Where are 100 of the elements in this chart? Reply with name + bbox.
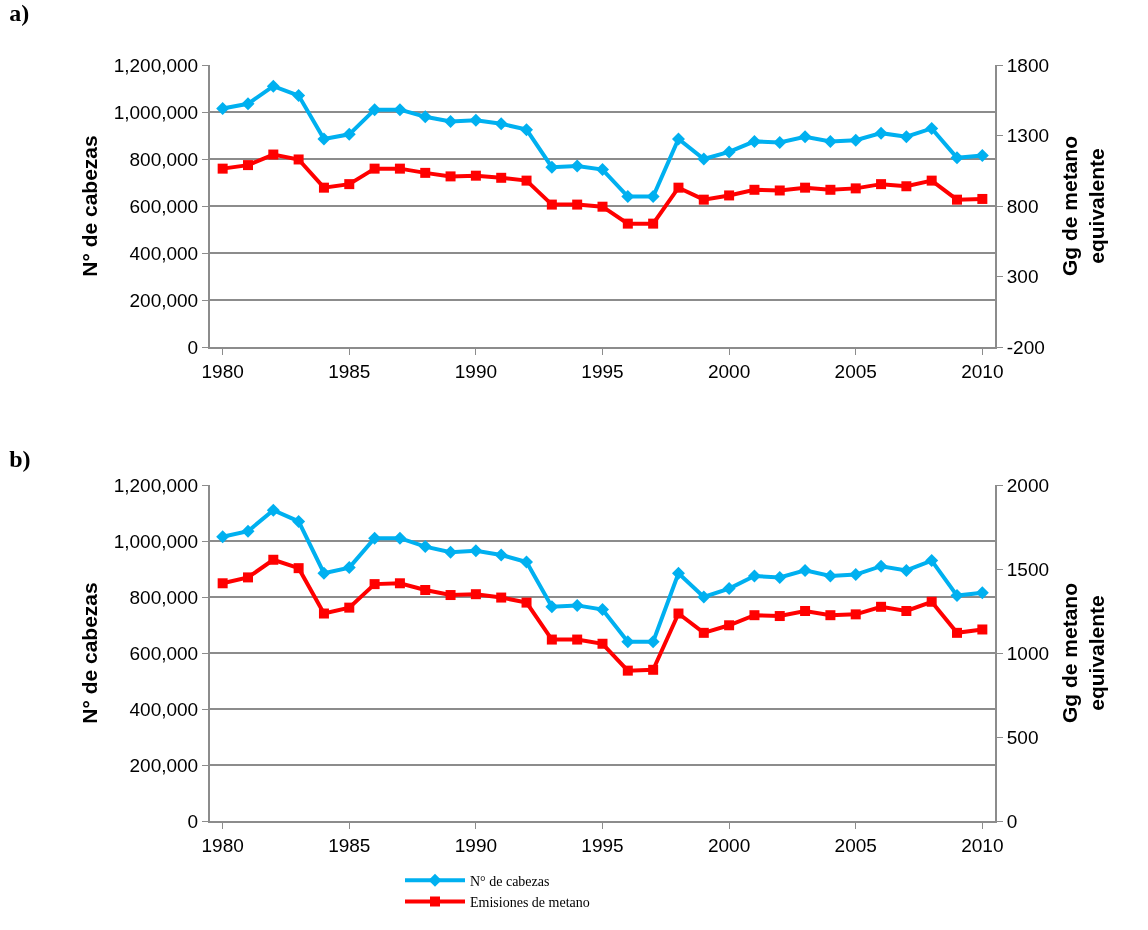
point (496, 592, 507, 603)
point (520, 123, 534, 137)
point (825, 610, 836, 621)
point (747, 569, 761, 583)
point (975, 586, 989, 600)
x-tick-label: 1980 (201, 834, 244, 856)
point (546, 634, 557, 645)
point (698, 627, 709, 638)
point (344, 179, 355, 190)
point (318, 182, 329, 193)
y-tick-label: 800,000 (129, 148, 199, 170)
point (823, 134, 837, 148)
point (876, 601, 887, 612)
point (850, 609, 861, 620)
point (722, 145, 736, 159)
point (773, 136, 787, 150)
point (393, 103, 407, 117)
point (268, 149, 279, 160)
point (724, 190, 735, 201)
point (293, 154, 304, 165)
point (293, 563, 304, 574)
point (292, 89, 306, 103)
point (749, 184, 760, 195)
point (698, 194, 709, 205)
point (494, 117, 508, 131)
point (342, 561, 356, 575)
point (596, 163, 609, 177)
x-tick-label: 1985 (328, 834, 371, 856)
point (722, 582, 736, 596)
point (216, 530, 230, 544)
point (318, 608, 329, 619)
point (697, 590, 711, 604)
point (798, 563, 812, 577)
y-axis-title: N° de cabezas (78, 135, 102, 277)
point (926, 175, 937, 186)
point (874, 559, 888, 573)
x-tick-label: 2010 (961, 360, 1004, 382)
x-tick-label: 2010 (961, 834, 1004, 856)
y2-tick-label: -200 (1006, 336, 1045, 358)
point (671, 566, 685, 580)
point (317, 566, 331, 580)
point (774, 611, 785, 622)
chart-title: a) (9, 0, 30, 26)
point (342, 127, 356, 141)
y-tick-label: 1,000,000 (113, 101, 199, 123)
x-tick-label: 2000 (707, 834, 751, 856)
point (494, 548, 508, 562)
point (470, 589, 481, 600)
legend-label: Emisiones de metano (470, 894, 590, 910)
point (217, 163, 228, 174)
x-tick-label: 2000 (707, 360, 751, 382)
point (849, 133, 863, 147)
point (520, 555, 534, 569)
y2-tick-label: 800 (1006, 195, 1039, 217)
point (241, 97, 255, 111)
point (950, 589, 964, 603)
y-axis-title: N° de cabezas (78, 582, 102, 724)
point (950, 151, 964, 165)
point (266, 79, 280, 93)
point (621, 190, 635, 204)
point (925, 121, 939, 135)
y2-tick-label: 1300 (1006, 125, 1050, 147)
point (570, 159, 584, 173)
y-tick-label: 0 (187, 336, 199, 358)
x-tick-label: 1980 (201, 360, 244, 382)
point (648, 664, 659, 675)
point (394, 163, 405, 174)
point (266, 503, 280, 517)
y2-axis-title: Gg de metano equivalente (1057, 582, 1109, 724)
point (646, 635, 660, 649)
y-tick-label: 0 (187, 810, 199, 832)
point (975, 148, 989, 162)
point (747, 134, 761, 148)
point (648, 218, 659, 229)
point (368, 103, 382, 117)
point (596, 603, 609, 617)
point (369, 579, 380, 590)
point (876, 179, 887, 190)
y-tick-label: 400,000 (129, 698, 199, 720)
y2-axis-title: Gg de metano equivalente (1057, 135, 1109, 277)
point (469, 544, 483, 558)
y-tick-label: 600,000 (129, 642, 199, 664)
point (621, 635, 635, 649)
point (901, 181, 912, 192)
point (671, 132, 685, 146)
point (572, 634, 583, 645)
point (368, 531, 382, 545)
x-tick-label: 1995 (581, 360, 624, 382)
point (216, 101, 230, 115)
x-tick-label: 1990 (454, 834, 498, 856)
point (800, 182, 811, 193)
point (825, 184, 836, 195)
point (521, 597, 532, 608)
x-tick-label: 2005 (834, 360, 877, 382)
point (899, 563, 913, 577)
point (344, 602, 355, 613)
point (800, 606, 811, 616)
point (749, 610, 760, 621)
y2-tick-label: 1000 (1006, 642, 1050, 664)
y-tick-label: 400,000 (129, 242, 199, 264)
